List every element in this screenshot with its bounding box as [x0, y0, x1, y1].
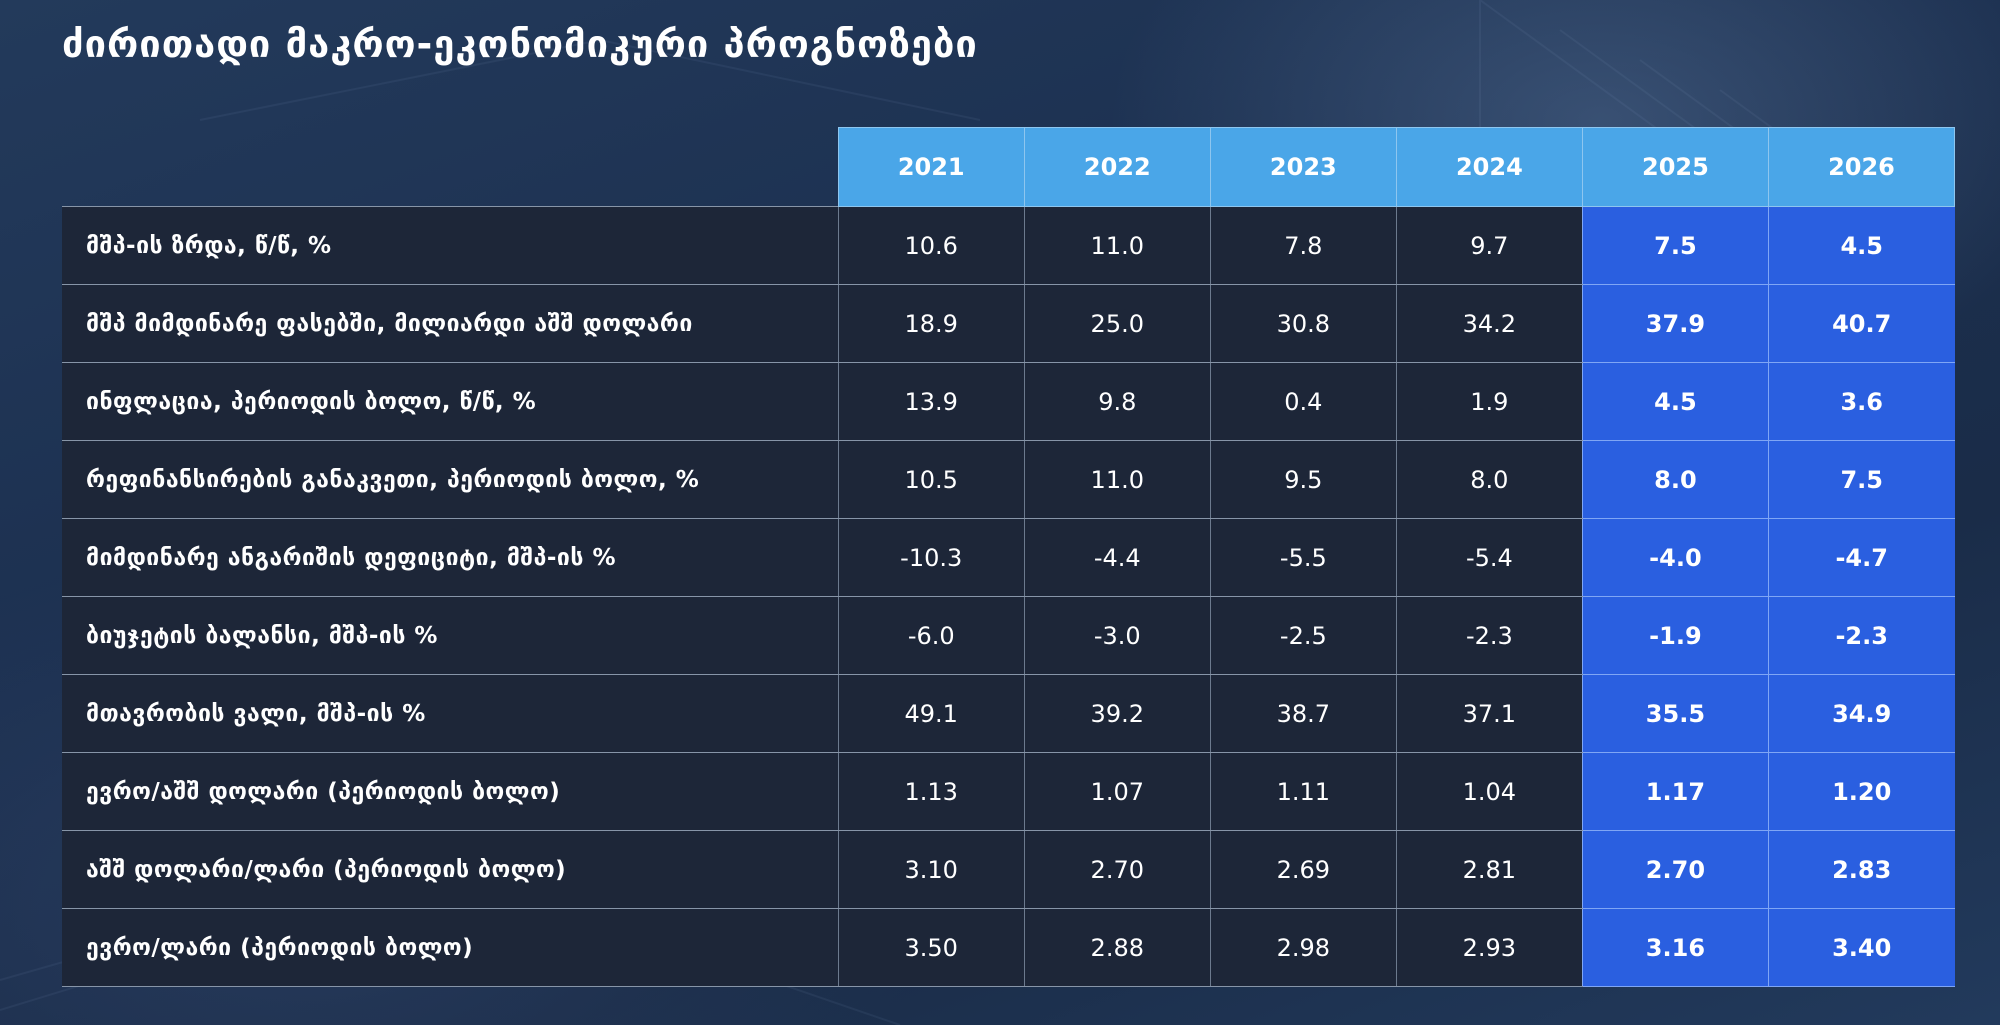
value-cell: 3.50 [837, 908, 1025, 987]
value-cell: 3.10 [837, 830, 1025, 909]
forecast-value-cell: 1.17 [1581, 752, 1769, 831]
year-header: 2025 [1581, 127, 1769, 207]
table-row: მთავრობის ვალი, მშპ-ის % 49.1 39.2 38.7 37.1… [62, 674, 1955, 753]
value-cell: 1.04 [1395, 752, 1583, 831]
value-cell: 7.8 [1209, 206, 1397, 285]
table-row: აშშ დოლარი/ლარი (პერიოდის ბოლო) 3.10 2.70 2… [62, 830, 1955, 909]
table-row: ინფლაცია, პერიოდის ბოლო, წ/წ, % 13.9 9.8 0.… [62, 362, 1955, 441]
value-cell: -5.5 [1209, 518, 1397, 597]
forecast-value-cell: -4.7 [1767, 518, 1955, 597]
value-cell: 2.98 [1209, 908, 1397, 987]
forecast-value-cell: 3.40 [1767, 908, 1955, 987]
row-label: ინფლაცია, პერიოდის ბოლო, წ/წ, % [62, 362, 839, 441]
year-header: 2021 [837, 127, 1025, 207]
table-body: მშპ-ის ზრდა, წ/წ, % 10.6 11.0 7.8 9.7 7.5 4.5 მ… [62, 206, 1955, 987]
year-header: 2026 [1767, 127, 1956, 207]
value-cell: 2.88 [1023, 908, 1211, 987]
forecast-value-cell: 1.20 [1767, 752, 1955, 831]
forecast-value-cell: 35.5 [1581, 674, 1769, 753]
forecast-value-cell: 4.5 [1767, 206, 1955, 285]
value-cell: 2.81 [1395, 830, 1583, 909]
value-cell: 34.2 [1395, 284, 1583, 363]
forecast-value-cell: -2.3 [1767, 596, 1955, 675]
table-header-row: 2021 2022 2023 2024 2025 2026 [62, 127, 1956, 207]
forecast-value-cell: 7.5 [1581, 206, 1769, 285]
value-cell: -2.3 [1395, 596, 1583, 675]
value-cell: -3.0 [1023, 596, 1211, 675]
row-label: მშპ-ის ზრდა, წ/წ, % [62, 206, 839, 285]
forecast-value-cell: 34.9 [1767, 674, 1955, 753]
value-cell: 2.70 [1023, 830, 1211, 909]
year-header: 2022 [1023, 127, 1211, 207]
value-cell: 1.13 [837, 752, 1025, 831]
value-cell: -4.4 [1023, 518, 1211, 597]
row-label: მთავრობის ვალი, მშპ-ის % [62, 674, 839, 753]
value-cell: 10.5 [837, 440, 1025, 519]
value-cell: 30.8 [1209, 284, 1397, 363]
table-row: ბიუჯეტის ბალანსი, მშპ-ის % -6.0 -3.0 -2.5 -2… [62, 596, 1955, 675]
year-header: 2023 [1209, 127, 1397, 207]
value-cell: 39.2 [1023, 674, 1211, 753]
value-cell: 1.11 [1209, 752, 1397, 831]
forecast-value-cell: 3.6 [1767, 362, 1955, 441]
row-label: ევრო/აშშ დოლარი (პერიოდის ბოლო) [62, 752, 839, 831]
value-cell: 49.1 [837, 674, 1025, 753]
value-cell: -5.4 [1395, 518, 1583, 597]
table-row: მშპ-ის ზრდა, წ/წ, % 10.6 11.0 7.8 9.7 7.5 4.5 [62, 206, 1955, 285]
header-empty-cell [62, 128, 838, 207]
value-cell: 18.9 [837, 284, 1025, 363]
forecast-value-cell: 40.7 [1767, 284, 1955, 363]
value-cell: 9.8 [1023, 362, 1211, 441]
value-cell: 2.69 [1209, 830, 1397, 909]
table-row: ევრო/აშშ დოლარი (პერიოდის ბოლო) 1.13 1.07 1… [62, 752, 1955, 831]
value-cell: 9.5 [1209, 440, 1397, 519]
forecast-value-cell: 3.16 [1581, 908, 1769, 987]
macro-forecast-table: 2021 2022 2023 2024 2025 2026 მშპ-ის ზრდ… [62, 127, 1956, 987]
value-cell: 9.7 [1395, 206, 1583, 285]
forecast-value-cell: -4.0 [1581, 518, 1769, 597]
value-cell: 37.1 [1395, 674, 1583, 753]
value-cell: 13.9 [837, 362, 1025, 441]
forecast-value-cell: 4.5 [1581, 362, 1769, 441]
forecast-value-cell: 7.5 [1767, 440, 1955, 519]
forecast-value-cell: 2.83 [1767, 830, 1955, 909]
table-row: მიმდინარე ანგარიშის დეფიციტი, მშპ-ის % -1… [62, 518, 1955, 597]
value-cell: 11.0 [1023, 440, 1211, 519]
row-label: ევრო/ლარი (პერიოდის ბოლო) [62, 908, 839, 987]
value-cell: -2.5 [1209, 596, 1397, 675]
value-cell: 1.07 [1023, 752, 1211, 831]
page-title: ძირითადი მაკრო-ეკონომიკური პროგნოზები [62, 22, 978, 66]
value-cell: 38.7 [1209, 674, 1397, 753]
year-header: 2024 [1395, 127, 1583, 207]
row-label: მშპ მიმდინარე ფასებში, მილიარდი აშშ დოლა… [62, 284, 839, 363]
row-label: რეფინანსირების განაკვეთი, პერიოდის ბოლო,… [62, 440, 839, 519]
value-cell: 8.0 [1395, 440, 1583, 519]
value-cell: -6.0 [837, 596, 1025, 675]
forecast-value-cell: 8.0 [1581, 440, 1769, 519]
row-label: მიმდინარე ანგარიშის დეფიციტი, მშპ-ის % [62, 518, 839, 597]
table-row: მშპ მიმდინარე ფასებში, მილიარდი აშშ დოლა… [62, 284, 1955, 363]
value-cell: 0.4 [1209, 362, 1397, 441]
row-label: ბიუჯეტის ბალანსი, მშპ-ის % [62, 596, 839, 675]
forecast-value-cell: 2.70 [1581, 830, 1769, 909]
value-cell: 11.0 [1023, 206, 1211, 285]
row-label: აშშ დოლარი/ლარი (პერიოდის ბოლო) [62, 830, 839, 909]
forecast-value-cell: -1.9 [1581, 596, 1769, 675]
table-row: ევრო/ლარი (პერიოდის ბოლო) 3.50 2.88 2.98 2.9… [62, 908, 1955, 987]
value-cell: -10.3 [837, 518, 1025, 597]
value-cell: 10.6 [837, 206, 1025, 285]
forecast-value-cell: 37.9 [1581, 284, 1769, 363]
value-cell: 2.93 [1395, 908, 1583, 987]
table-row: რეფინანსირების განაკვეთი, პერიოდის ბოლო,… [62, 440, 1955, 519]
value-cell: 25.0 [1023, 284, 1211, 363]
value-cell: 1.9 [1395, 362, 1583, 441]
